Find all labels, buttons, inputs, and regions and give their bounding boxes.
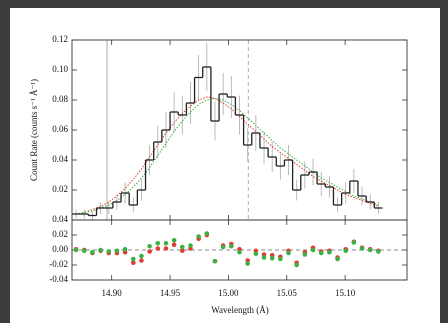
y-tick-label: 0.06 xyxy=(52,124,68,134)
residual-point xyxy=(253,251,259,257)
plot-frame xyxy=(71,219,408,281)
y-tick-label: -0.02 xyxy=(49,259,68,269)
residual-point xyxy=(220,244,226,250)
residual-point xyxy=(130,260,136,266)
residual-point xyxy=(343,248,349,254)
residual-point xyxy=(367,247,373,253)
residual-point xyxy=(302,252,308,257)
panel-background xyxy=(10,8,440,323)
residual-point xyxy=(180,244,185,250)
residual-point xyxy=(163,246,169,251)
residual-point xyxy=(318,250,324,256)
y-tick-label: 0.00 xyxy=(52,244,68,254)
residual-point xyxy=(188,243,193,248)
residual-point xyxy=(278,256,283,262)
y-tick-label: 0.10 xyxy=(52,64,68,74)
residual-point xyxy=(163,240,169,246)
residual-point xyxy=(204,231,210,236)
residual-point xyxy=(90,249,95,255)
y-tick-label: -0.04 xyxy=(49,274,68,284)
y-tick-label: 0.02 xyxy=(52,184,68,194)
model-line xyxy=(75,96,379,215)
x-axis-label: Wavelength (Å) xyxy=(211,305,269,315)
residual-point xyxy=(81,248,87,254)
residual-point xyxy=(269,255,275,261)
residual-point xyxy=(155,240,161,246)
residual-point xyxy=(327,249,332,255)
residual-point xyxy=(139,253,144,259)
residual-point xyxy=(139,258,144,263)
residual-point xyxy=(122,246,128,252)
residual-point xyxy=(245,261,250,266)
x-tick-label: 14.95 xyxy=(160,288,181,298)
residual-point xyxy=(310,247,316,253)
residual-point xyxy=(147,243,152,249)
x-tick-label: 14.90 xyxy=(102,288,123,298)
residual-point xyxy=(237,249,242,255)
x-tick-label: 15.05 xyxy=(277,288,298,298)
residual-point xyxy=(212,258,218,264)
x-tick-label: 15.10 xyxy=(335,288,356,298)
y-tick-label: 0.04 xyxy=(52,154,68,164)
residual-point xyxy=(171,242,177,248)
residual-point xyxy=(376,249,381,254)
residual-point xyxy=(286,250,291,256)
residual-point xyxy=(180,248,185,254)
residual-point xyxy=(130,256,136,262)
y-tick-label: 0.08 xyxy=(52,94,68,104)
y-tick-label: 0.12 xyxy=(52,34,68,44)
residual-point xyxy=(106,249,112,254)
residual-point xyxy=(147,249,152,254)
y-axis-label: Count Rate (counts s⁻¹ Å⁻¹) xyxy=(29,79,39,181)
residual-point xyxy=(359,246,365,251)
x-tick-label: 15.00 xyxy=(218,288,239,298)
residual-point xyxy=(335,256,340,262)
y-tick-label: 0.04 xyxy=(52,214,68,224)
residual-point xyxy=(196,234,201,239)
y-tick-label: 0.02 xyxy=(52,229,68,239)
residual-point xyxy=(294,262,299,268)
residual-point xyxy=(73,247,79,253)
residual-point xyxy=(261,255,267,260)
residual-point xyxy=(229,243,234,249)
residual-point xyxy=(98,247,103,253)
residual-point xyxy=(114,248,120,254)
residual-point xyxy=(171,237,177,243)
residual-point xyxy=(351,240,357,245)
residual-point xyxy=(155,246,161,251)
